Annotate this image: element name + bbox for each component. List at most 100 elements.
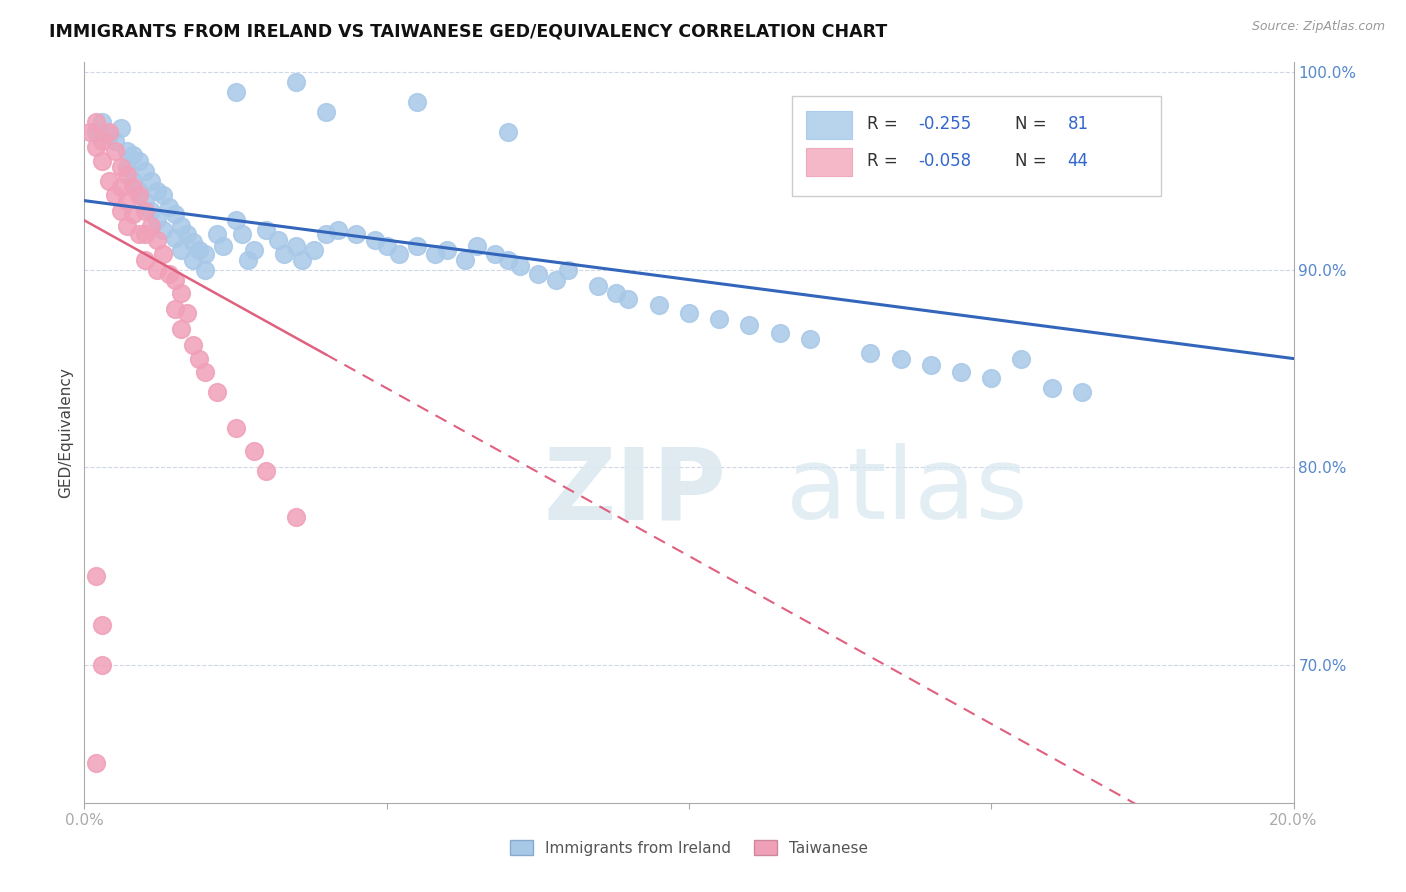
Point <box>346 227 368 242</box>
Point <box>188 243 211 257</box>
Point <box>769 326 792 340</box>
Point <box>128 154 150 169</box>
Point <box>212 239 235 253</box>
Point <box>1071 385 1094 400</box>
Point <box>406 95 429 109</box>
Point <box>165 272 187 286</box>
Point <box>170 322 193 336</box>
Text: ZIP: ZIP <box>544 443 727 541</box>
Point <box>484 247 506 261</box>
Point <box>242 444 264 458</box>
Point <box>267 233 290 247</box>
Point <box>709 312 731 326</box>
Point <box>165 231 187 245</box>
Bar <box>806 111 852 138</box>
Point <box>104 187 127 202</box>
Point <box>79 124 101 138</box>
Point <box>110 203 132 218</box>
Point <box>605 286 627 301</box>
Point <box>188 351 211 366</box>
Bar <box>806 147 852 176</box>
Point <box>165 207 187 221</box>
Text: R =: R = <box>866 115 903 133</box>
Point <box>557 262 579 277</box>
Point <box>170 243 193 257</box>
Point <box>170 219 193 234</box>
Point <box>1011 351 1033 366</box>
Point <box>1040 381 1063 395</box>
Point <box>254 464 277 478</box>
Point <box>128 227 150 242</box>
Point <box>121 179 143 194</box>
Point <box>980 371 1002 385</box>
Point <box>91 618 114 632</box>
Point <box>91 135 114 149</box>
Point <box>157 267 180 281</box>
Point <box>920 358 942 372</box>
Point <box>91 114 114 128</box>
Text: N =: N = <box>1015 115 1052 133</box>
Text: 81: 81 <box>1067 115 1088 133</box>
Point <box>115 145 138 159</box>
Point <box>799 332 821 346</box>
Point <box>165 302 187 317</box>
Point <box>254 223 277 237</box>
Point <box>181 338 204 352</box>
Text: IMMIGRANTS FROM IRELAND VS TAIWANESE GED/EQUIVALENCY CORRELATION CHART: IMMIGRANTS FROM IRELAND VS TAIWANESE GED… <box>49 22 887 40</box>
Point <box>146 262 169 277</box>
Point <box>302 243 325 257</box>
Point <box>115 168 138 182</box>
Point <box>152 223 174 237</box>
Point <box>436 243 458 257</box>
Point <box>128 184 150 198</box>
Point <box>285 75 308 89</box>
Point <box>285 509 308 524</box>
Text: N =: N = <box>1015 152 1052 169</box>
Point <box>104 145 127 159</box>
Point <box>181 252 204 267</box>
Point <box>467 239 489 253</box>
Point <box>146 213 169 227</box>
Point <box>225 420 247 434</box>
Point <box>110 179 132 194</box>
Point <box>194 365 217 379</box>
Point <box>194 247 217 261</box>
Point <box>544 272 567 286</box>
Point <box>152 247 174 261</box>
Point <box>104 135 127 149</box>
Point <box>315 227 337 242</box>
Point <box>115 160 138 174</box>
Point <box>91 657 114 672</box>
Point <box>146 233 169 247</box>
Point <box>423 247 446 261</box>
Point <box>388 247 411 261</box>
FancyBboxPatch shape <box>792 95 1160 195</box>
Point <box>121 174 143 188</box>
Point <box>121 207 143 221</box>
Point <box>328 223 350 237</box>
Point <box>139 219 162 234</box>
Point <box>242 243 264 257</box>
Point <box>110 160 132 174</box>
Point <box>291 252 314 267</box>
Point <box>97 128 120 143</box>
Point <box>678 306 700 320</box>
Point <box>176 306 198 320</box>
Point <box>285 239 308 253</box>
Point <box>146 184 169 198</box>
Point <box>588 278 610 293</box>
Point <box>86 140 108 154</box>
Point <box>225 213 247 227</box>
Point <box>86 114 108 128</box>
Point <box>139 174 162 188</box>
Point <box>176 227 198 242</box>
Point <box>181 235 204 249</box>
Point <box>406 239 429 253</box>
Point <box>121 148 143 162</box>
Point <box>859 345 882 359</box>
Point <box>139 203 162 218</box>
Point <box>134 227 156 242</box>
Point <box>617 293 640 307</box>
Text: -0.255: -0.255 <box>918 115 972 133</box>
Text: Source: ZipAtlas.com: Source: ZipAtlas.com <box>1251 20 1385 33</box>
